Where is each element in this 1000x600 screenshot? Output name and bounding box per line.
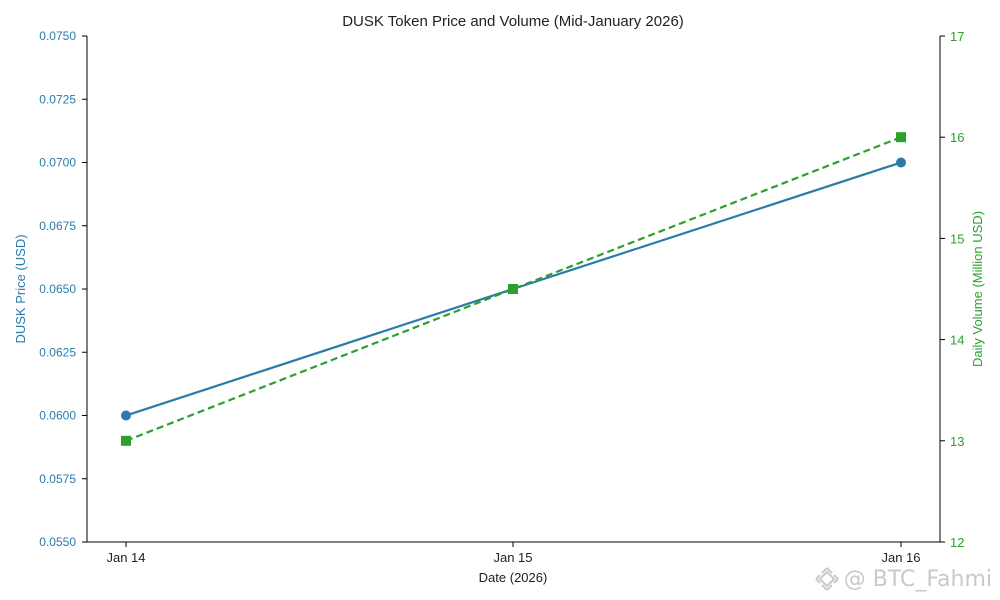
price-data-point [896, 157, 906, 168]
right-tick-label: 13 [950, 434, 964, 449]
right-tick-label: 14 [950, 333, 964, 348]
left-tick-label: 0.0675 [39, 219, 76, 233]
left-tick-label: 0.0575 [39, 472, 76, 486]
chart-title: DUSK Token Price and Volume (Mid-January… [342, 13, 684, 30]
y2-axis-label: Daily Volume (Million USD) [970, 211, 985, 367]
x-tick-label: Jan 14 [106, 550, 145, 565]
left-tick-label: 0.0725 [39, 92, 76, 106]
right-tick-label: 12 [950, 535, 964, 550]
x-tick-label: Jan 15 [493, 550, 532, 565]
series-layer [121, 132, 906, 446]
left-axis: 0.0550 0.0575 0.0600 0.0625 0.0650 0.0675 0.07… [39, 29, 88, 549]
right-axis-ticks: 12 13 14 15 16 17 [940, 29, 964, 550]
volume-series-line [125, 136, 902, 442]
bottom-axis: Jan 14 Jan 15 Jan 16 [87, 541, 940, 565]
left-axis-ticks: 0.0550 0.0575 0.0600 0.0625 0.0650 0.0675 0.07… [39, 29, 87, 549]
volume-data-point [508, 284, 518, 294]
right-axis: 12 13 14 15 16 17 [939, 29, 964, 550]
left-tick-label: 0.0750 [39, 29, 76, 43]
left-tick-label: 0.0700 [39, 156, 76, 170]
volume-data-point [121, 435, 131, 446]
right-tick-label: 15 [950, 231, 964, 246]
bottom-axis-ticks: Jan 14 Jan 15 Jan 16 [106, 542, 921, 565]
watermark: @ BTC_Fahmi [814, 566, 992, 592]
left-tick-label: 0.0650 [39, 282, 76, 296]
volume-data-point [896, 132, 906, 143]
right-tick-label: 16 [950, 130, 964, 145]
y-axis-label: DUSK Price (USD) [13, 234, 28, 343]
price-data-point [121, 410, 131, 421]
binance-square-logo-icon [815, 567, 839, 591]
x-tick-label: Jan 16 [881, 550, 920, 565]
watermark-text: @ BTC_Fahmi [843, 566, 992, 592]
left-tick-label: 0.0550 [39, 535, 76, 549]
right-tick-label: 17 [950, 29, 964, 44]
left-tick-label: 0.0625 [39, 345, 76, 359]
left-tick-label: 0.0600 [39, 409, 76, 423]
x-axis-label: Date (2026) [479, 570, 548, 585]
